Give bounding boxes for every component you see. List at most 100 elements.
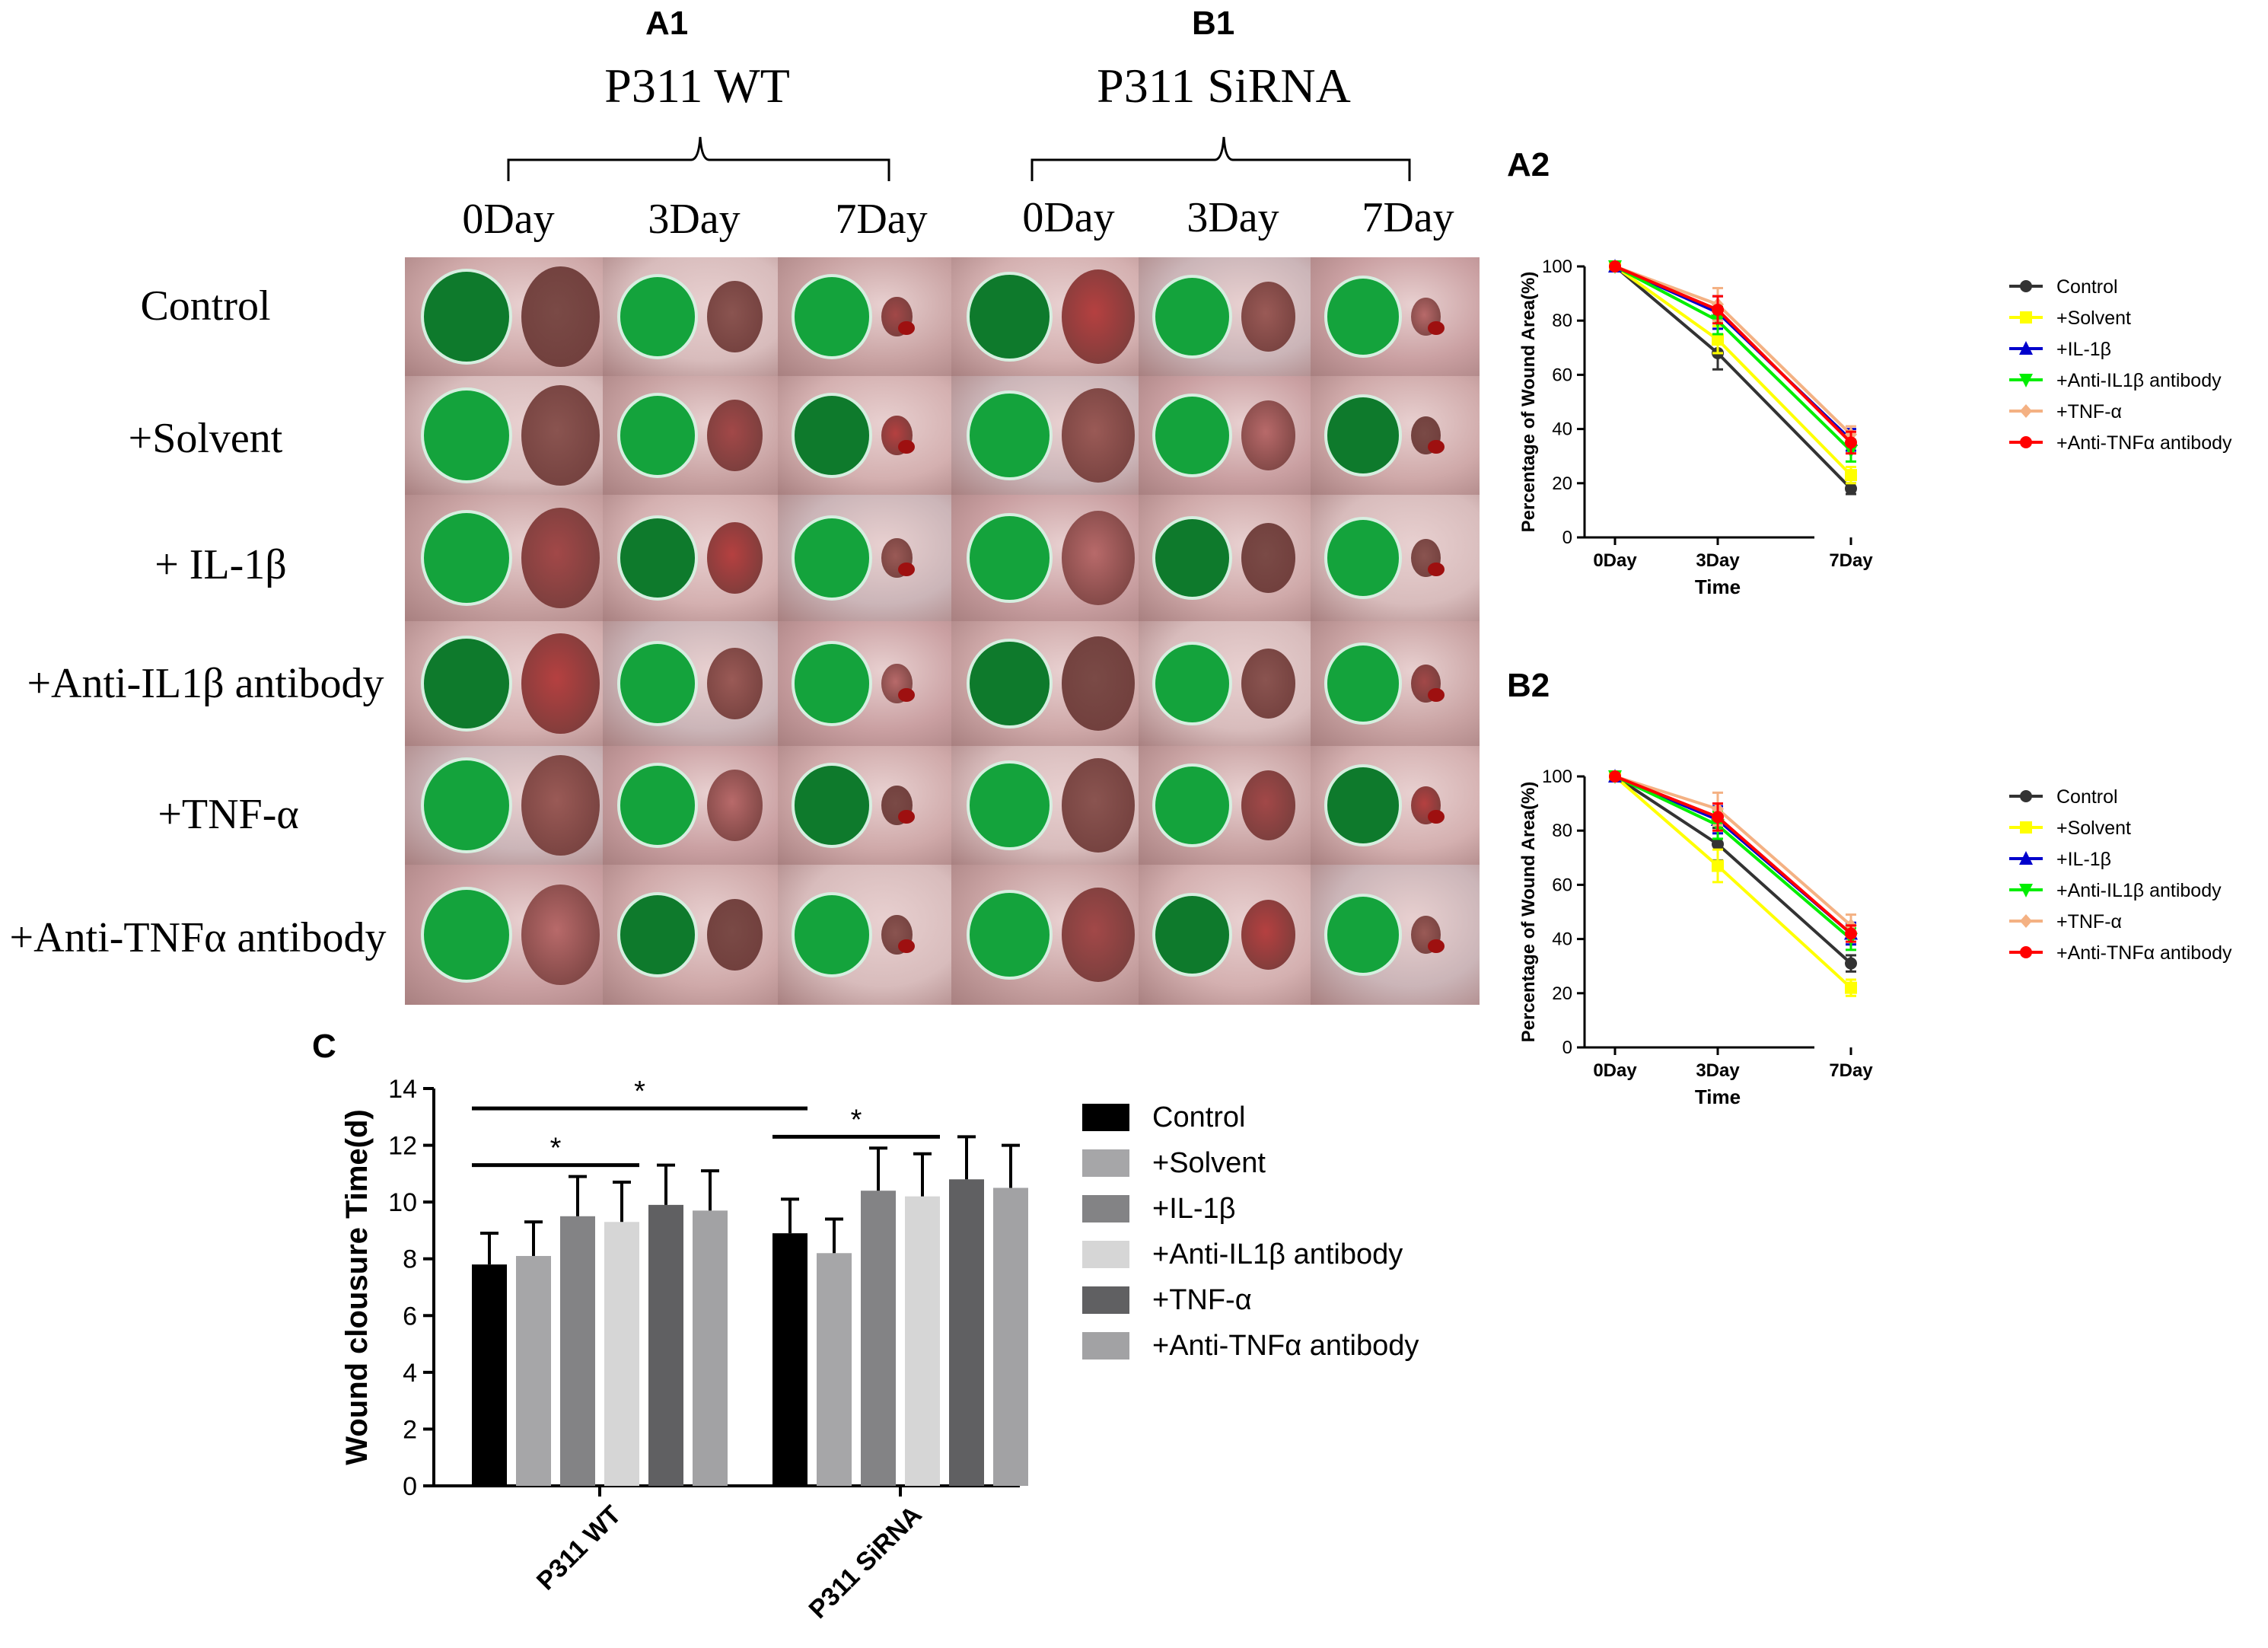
chart-axes: 0 20 40 60 80 100 0Day 3Day 7Day Time Percentage o… (1518, 767, 1873, 1108)
y-tick-label: 60 (1552, 875, 1572, 895)
green-marker-dot (966, 889, 1053, 980)
data-point (1609, 260, 1621, 273)
legend-marker (2020, 404, 2032, 418)
wound-photo (603, 495, 779, 621)
scab-spot (1427, 563, 1445, 576)
bar (993, 1187, 1028, 1486)
bar (861, 1191, 896, 1486)
wound-area (521, 754, 600, 856)
scab-spot (898, 688, 916, 702)
wound-photo (1311, 746, 1480, 865)
bar (604, 1222, 639, 1486)
chart-legend: Control +Solvent +IL-1β +Anti-IL1β antibod… (2009, 276, 2232, 454)
green-marker-dot (966, 760, 1053, 851)
wound-photo (1139, 621, 1312, 746)
wound-photo (951, 621, 1139, 746)
legend-marker (2020, 280, 2032, 292)
data-point (1712, 811, 1724, 824)
wound-photo (405, 376, 604, 495)
wound-area (707, 770, 763, 841)
wound-photo (778, 257, 953, 376)
scab-spot (1427, 810, 1445, 824)
significance-star: * (550, 1133, 562, 1165)
data-point (1845, 981, 1857, 994)
y-tick-label: 0 (403, 1472, 417, 1501)
group-title-wt: P311 WT (604, 59, 790, 113)
green-marker-dot (616, 392, 699, 479)
wound-photo (405, 746, 604, 865)
data-point (1845, 482, 1857, 495)
panel-label-a1: A1 (645, 5, 689, 42)
day-label: 3Day (648, 196, 741, 243)
green-marker-dot (616, 891, 699, 978)
scab-spot (1427, 688, 1445, 702)
wound-area (1241, 400, 1296, 471)
group-title-sirna: P311 SiRNA (1097, 59, 1351, 113)
plot-area (1608, 259, 1858, 496)
data-point (1845, 957, 1857, 970)
wound-area (707, 648, 763, 719)
wound-photo (1311, 376, 1480, 495)
wound-photo (778, 746, 953, 865)
series-line (1613, 775, 1852, 990)
wound-photo (778, 621, 953, 746)
scab-spot (1427, 939, 1445, 953)
legend-label: +Solvent (2056, 308, 2131, 329)
bar (905, 1196, 940, 1486)
green-marker-dot (1324, 276, 1402, 358)
legend-label: +Solvent (2056, 818, 2131, 839)
legend-label: +IL-1β (2056, 849, 2111, 870)
data-point (1845, 469, 1857, 482)
row-label-tnfa: +TNF-α (158, 791, 299, 838)
x-tick-label: P311 SiRNA (803, 1500, 927, 1624)
green-marker-dot (420, 387, 513, 484)
wound-photo (1311, 495, 1480, 621)
chart-legend: Control +Solvent +IL-1β +Anti-IL1β antibody… (1082, 1101, 1419, 1362)
wound-area (521, 384, 600, 486)
wound-photo (778, 376, 953, 495)
y-tick-label: 14 (388, 1075, 417, 1104)
wound-area (521, 884, 600, 986)
wound-area (1061, 887, 1135, 983)
data-point (1712, 838, 1724, 850)
legend-marker (2020, 821, 2032, 834)
bar (472, 1264, 507, 1486)
significance-star: * (634, 1076, 645, 1108)
scab-spot (898, 321, 916, 335)
day-label: 0Day (462, 196, 555, 243)
wound-photo (1139, 376, 1312, 495)
legend-label: +TNF-α (2056, 911, 2122, 932)
row-label-solvent: +Solvent (128, 415, 283, 462)
row-label-anti-il1b: +Anti-IL1β antibody (27, 660, 384, 707)
y-tick-label: 80 (1552, 311, 1572, 331)
legend-label: +TNF-α (2056, 401, 2122, 422)
legend-marker (2019, 341, 2033, 355)
wound-photo (1139, 257, 1312, 376)
wound-photo (778, 865, 953, 1005)
day-label: 0Day (1022, 194, 1115, 241)
scab-spot (898, 563, 916, 576)
wound-photo (603, 257, 779, 376)
green-marker-dot (1324, 894, 1402, 976)
legend-label: Control (2056, 786, 2118, 808)
wound-photo-grid (0, 0, 1522, 1012)
x-tick-label: 0Day (1593, 1060, 1637, 1081)
green-marker-dot (1324, 394, 1402, 477)
green-marker-dot (792, 892, 873, 977)
wound-photo (951, 865, 1139, 1005)
bar (516, 1255, 551, 1486)
wound-photo (1139, 495, 1312, 621)
wound-photo (405, 495, 604, 621)
wound-area (521, 633, 600, 735)
bars (472, 1135, 1028, 1486)
wound-area (1061, 387, 1135, 483)
green-marker-dot (966, 638, 1053, 729)
x-axis-title: Time (1695, 575, 1741, 598)
legend-label: +Anti-IL1β antibody (2056, 880, 2222, 901)
series-line (1614, 265, 1852, 452)
y-tick-label: 6 (403, 1302, 417, 1331)
legend-marker (2019, 374, 2033, 387)
data-point (1712, 859, 1724, 872)
panel-label-c: C (312, 1028, 336, 1065)
green-marker-dot (1152, 892, 1233, 977)
